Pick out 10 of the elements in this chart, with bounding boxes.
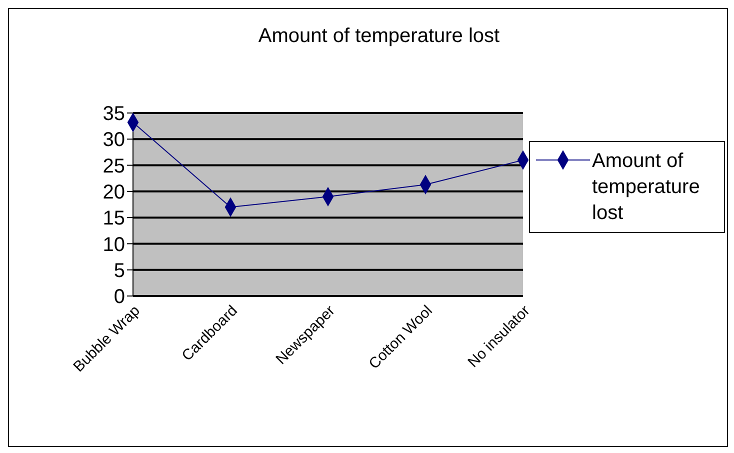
chart-title: Amount of temperature lost [257, 25, 501, 48]
y-tick-label: 20 [102, 182, 125, 204]
y-tick-label: 10 [102, 234, 125, 256]
y-tick-label: 0 [114, 286, 125, 308]
legend-label: Amount of temperature lost [592, 149, 701, 226]
y-tick-label: 30 [102, 129, 125, 152]
y-tick-label: 25 [102, 155, 125, 178]
y-tick-label: 15 [102, 208, 125, 230]
y-tick-label: 35 [102, 103, 125, 126]
y-tick-label: 5 [114, 260, 125, 282]
